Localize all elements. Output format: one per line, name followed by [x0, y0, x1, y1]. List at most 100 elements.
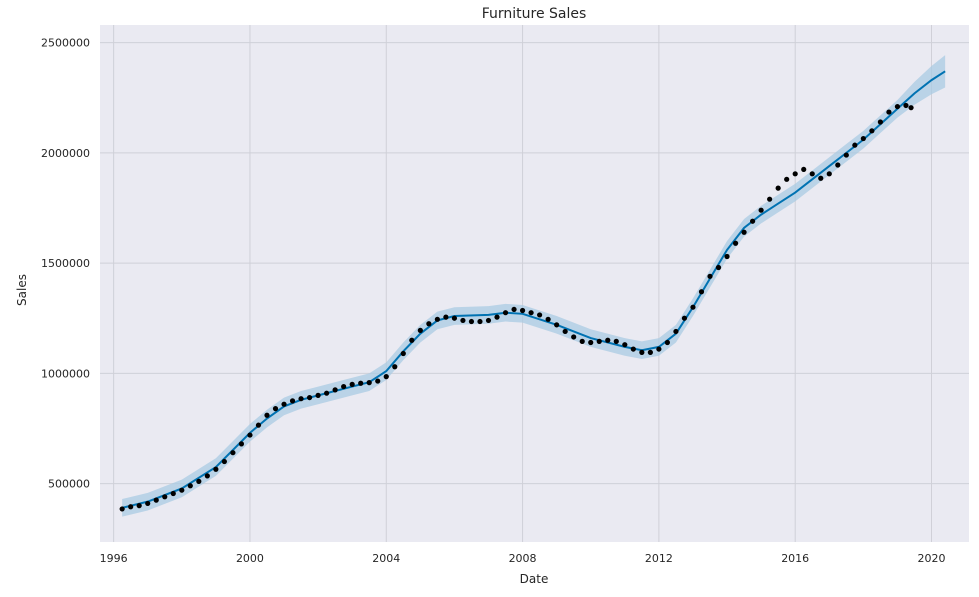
observed-point — [801, 166, 807, 173]
observed-point — [724, 253, 730, 260]
x-tick-label: 2016 — [781, 552, 809, 565]
observed-point — [187, 483, 193, 489]
observed-point — [750, 218, 756, 224]
x-tick-label: 2000 — [236, 552, 264, 565]
observed-point — [775, 185, 781, 191]
observed-point — [196, 478, 202, 484]
observed-point — [485, 317, 492, 324]
x-tick-label: 2008 — [509, 552, 537, 565]
observed-point — [860, 135, 866, 142]
observed-point — [681, 315, 688, 321]
observed-point — [571, 334, 577, 340]
observed-point — [537, 312, 543, 318]
observed-point — [460, 317, 466, 324]
observed-point — [656, 346, 662, 352]
observed-point — [434, 316, 440, 322]
observed-point — [826, 171, 832, 177]
x-axis-label: Date — [520, 572, 549, 586]
observed-point — [908, 105, 914, 111]
observed-point — [298, 396, 304, 402]
observed-point — [758, 207, 764, 213]
observed-point — [767, 196, 773, 202]
observed-point — [792, 171, 798, 177]
observed-point — [238, 441, 245, 447]
observed-point — [886, 109, 892, 115]
x-tick-label: 2012 — [645, 552, 673, 565]
observed-point — [400, 350, 406, 357]
y-tick-label: 2500000 — [41, 37, 90, 50]
observed-point — [673, 328, 679, 335]
observed-point — [698, 289, 705, 295]
observed-point — [392, 364, 398, 370]
observed-point — [554, 322, 560, 328]
observed-point — [894, 103, 901, 110]
observed-point — [281, 401, 287, 407]
observed-point — [511, 306, 517, 313]
observed-point — [375, 378, 381, 384]
y-tick-labels: 500000 1000000 1500000 2000000 2500000 — [41, 37, 90, 491]
observed-point — [179, 487, 185, 493]
observed-point — [417, 327, 423, 333]
observed-point — [613, 338, 619, 344]
observed-point — [332, 387, 338, 393]
observed-point — [230, 450, 236, 456]
observed-point — [128, 504, 134, 510]
plot-background — [100, 25, 969, 542]
observed-point — [426, 321, 432, 327]
x-tick-label: 2020 — [918, 552, 946, 565]
observed-point — [519, 307, 526, 314]
observed-point — [341, 383, 347, 390]
chart-title: Furniture Sales — [482, 6, 587, 22]
observed-point — [272, 406, 279, 412]
observed-point — [221, 458, 227, 465]
y-tick-label: 2000000 — [41, 147, 90, 160]
observed-point — [869, 128, 875, 134]
y-tick-label: 1000000 — [41, 367, 90, 380]
observed-point — [477, 318, 483, 325]
observed-point — [528, 310, 534, 316]
observed-point — [468, 318, 475, 325]
x-tick-labels: 1996 2000 2004 2008 2012 2016 2020 — [100, 552, 946, 565]
observed-point — [153, 497, 159, 503]
observed-point — [306, 394, 313, 401]
x-tick-label: 1996 — [100, 552, 128, 565]
observed-point — [545, 316, 551, 322]
observed-points — [119, 102, 914, 512]
observed-point — [596, 338, 602, 344]
uncertainty-band — [122, 55, 946, 517]
observed-point — [732, 240, 739, 246]
observed-point — [264, 412, 270, 418]
forecast-line — [121, 70, 946, 509]
observed-point — [383, 374, 389, 380]
grid-lines — [100, 25, 969, 542]
y-tick-label: 500000 — [48, 478, 90, 491]
y-tick-label: 1500000 — [41, 257, 90, 270]
observed-point — [605, 337, 611, 343]
observed-point — [647, 349, 653, 355]
observed-point — [204, 473, 210, 479]
observed-point — [315, 392, 321, 398]
observed-point — [903, 102, 909, 109]
observed-point — [562, 328, 568, 335]
observed-point — [145, 500, 151, 507]
observed-point — [494, 314, 500, 320]
observed-point — [588, 339, 594, 346]
observed-point — [639, 349, 645, 355]
observed-point — [289, 398, 296, 404]
observed-point — [502, 310, 509, 316]
observed-point — [741, 229, 747, 235]
observed-point — [852, 142, 858, 148]
observed-point — [664, 339, 671, 346]
observed-point — [622, 342, 628, 348]
observed-point — [409, 337, 415, 343]
observed-point — [170, 490, 176, 497]
observed-point — [349, 381, 355, 387]
observed-point — [451, 315, 458, 321]
observed-point — [809, 171, 815, 177]
observed-point — [443, 314, 449, 320]
observed-point — [784, 176, 790, 182]
observed-point — [579, 338, 585, 344]
observed-point — [358, 380, 364, 386]
observed-point — [877, 119, 883, 125]
